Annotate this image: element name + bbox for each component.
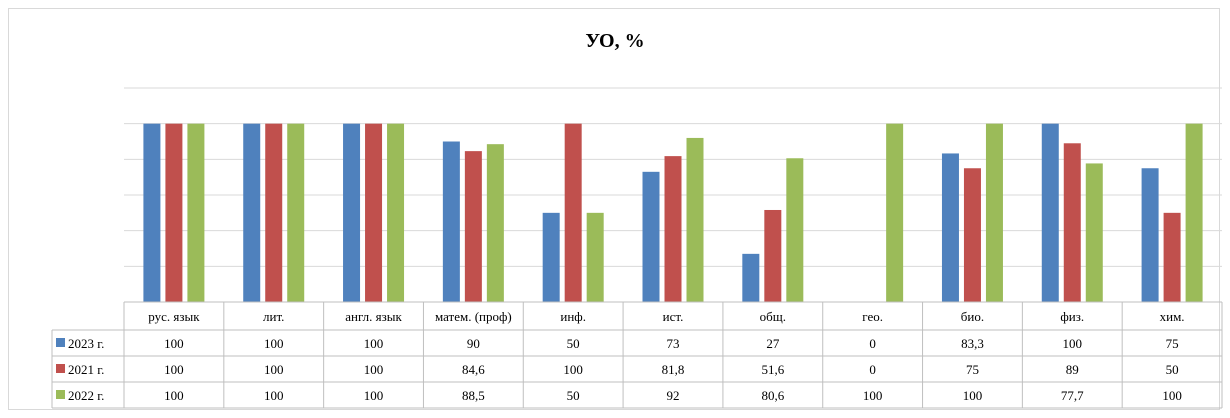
data-value: 88,5: [462, 388, 485, 403]
legend-key: [56, 390, 65, 399]
bar: [742, 253, 760, 302]
bar: [642, 171, 660, 302]
category-label: био.: [961, 309, 984, 324]
data-value: 100: [164, 388, 184, 403]
data-value: 51,6: [761, 362, 784, 377]
data-value: 100: [264, 388, 284, 403]
data-value: 100: [1162, 388, 1182, 403]
legend-key: [56, 338, 65, 347]
bar: [387, 123, 405, 303]
data-value: 100: [264, 362, 284, 377]
bar: [187, 123, 205, 303]
bar: [143, 123, 161, 303]
bar: [941, 153, 959, 302]
bar: [586, 212, 604, 302]
data-value: 81,8: [662, 362, 685, 377]
category-label: физ.: [1060, 309, 1084, 324]
data-value: 73: [667, 336, 680, 351]
bar: [1185, 123, 1203, 303]
data-value: 100: [264, 336, 284, 351]
category-label: инф.: [560, 309, 586, 324]
bar: [265, 123, 283, 303]
series-name: 2021 г.: [68, 362, 104, 377]
data-value: 75: [966, 362, 979, 377]
bar: [1041, 123, 1059, 303]
data-value: 100: [364, 362, 384, 377]
chart-frame: [8, 8, 1220, 410]
bar: [664, 156, 682, 302]
data-value: 50: [1166, 362, 1179, 377]
bar: [1163, 212, 1181, 302]
data-value: 100: [963, 388, 983, 403]
data-value: 100: [563, 362, 583, 377]
bar: [886, 123, 904, 303]
category-label: рус. язык: [148, 309, 200, 324]
bar: [963, 168, 981, 302]
bar: [243, 123, 261, 303]
category-label: гео.: [862, 309, 883, 324]
data-value: 0: [869, 336, 876, 351]
bar: [442, 141, 460, 302]
category-label: общ.: [760, 309, 786, 324]
bar: [786, 158, 804, 302]
data-value: 100: [164, 362, 184, 377]
series-name: 2022 г.: [68, 388, 104, 403]
data-value: 89: [1066, 362, 1079, 377]
data-value: 100: [1063, 336, 1083, 351]
data-value: 27: [766, 336, 780, 351]
bar: [343, 123, 361, 303]
data-value: 75: [1166, 336, 1179, 351]
data-value: 80,6: [761, 388, 784, 403]
data-value: 84,6: [462, 362, 485, 377]
bar: [287, 123, 305, 303]
bar: [564, 123, 582, 303]
data-value: 0: [869, 362, 876, 377]
chart-title: УО, %: [585, 30, 645, 52]
category-label: хим.: [1160, 309, 1185, 324]
data-value: 83,3: [961, 336, 984, 351]
category-label: англ. язык: [345, 309, 402, 324]
legend-key: [56, 364, 65, 373]
data-value: 92: [667, 388, 680, 403]
data-value: 50: [567, 388, 580, 403]
bar: [1141, 168, 1159, 302]
category-label: матем. (проф): [435, 309, 512, 324]
bar: [686, 137, 704, 302]
data-value: 77,7: [1061, 388, 1084, 403]
bar: [1085, 163, 1103, 302]
bar: [486, 144, 504, 302]
data-value: 100: [164, 336, 184, 351]
series-name: 2023 г.: [68, 336, 104, 351]
bar: [542, 212, 560, 302]
data-value: 100: [863, 388, 883, 403]
bar: [165, 123, 183, 303]
data-value: 100: [364, 336, 384, 351]
category-label: ист.: [663, 309, 684, 324]
data-value: 90: [467, 336, 480, 351]
bar: [985, 123, 1003, 303]
bar: [1063, 143, 1081, 302]
category-label: лит.: [263, 309, 284, 324]
data-value: 100: [364, 388, 384, 403]
bar: [365, 123, 383, 303]
data-value: 50: [567, 336, 580, 351]
bar: [464, 151, 482, 302]
bar: [764, 209, 782, 302]
